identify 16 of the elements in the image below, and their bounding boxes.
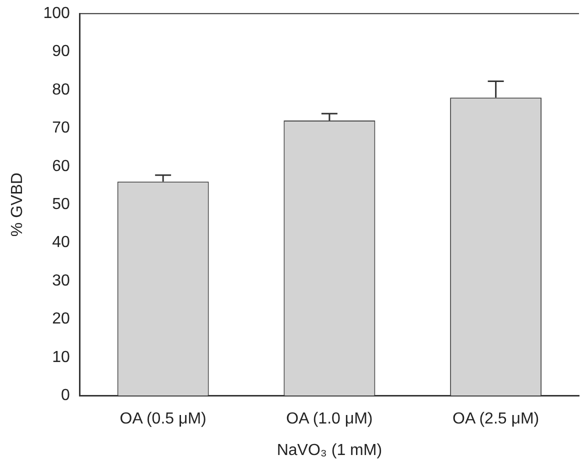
- y-tick-label: 90: [52, 43, 70, 60]
- y-tick-label: 50: [52, 196, 70, 214]
- y-tick-label: 70: [52, 120, 70, 137]
- y-axis-title: % GVBD: [9, 172, 26, 237]
- y-tick-label: 60: [52, 158, 70, 175]
- y-tick-label: 40: [52, 234, 70, 252]
- y-tick-label: 30: [52, 272, 70, 290]
- x-tick-label: OA (0.5 μM): [120, 410, 206, 428]
- y-tick-label: 20: [52, 310, 70, 328]
- y-tick-label: 10: [52, 348, 70, 366]
- x-axis-title: NaVO₃ (1 mM): [276, 442, 382, 459]
- y-tick-label: 80: [52, 81, 70, 98]
- y-tick-label: 100: [43, 5, 70, 22]
- y-tick-label: 0: [60, 387, 70, 404]
- x-tick-label: OA (2.5 μM): [452, 410, 540, 428]
- x-tick-label: OA (1.0 μM): [286, 410, 373, 428]
